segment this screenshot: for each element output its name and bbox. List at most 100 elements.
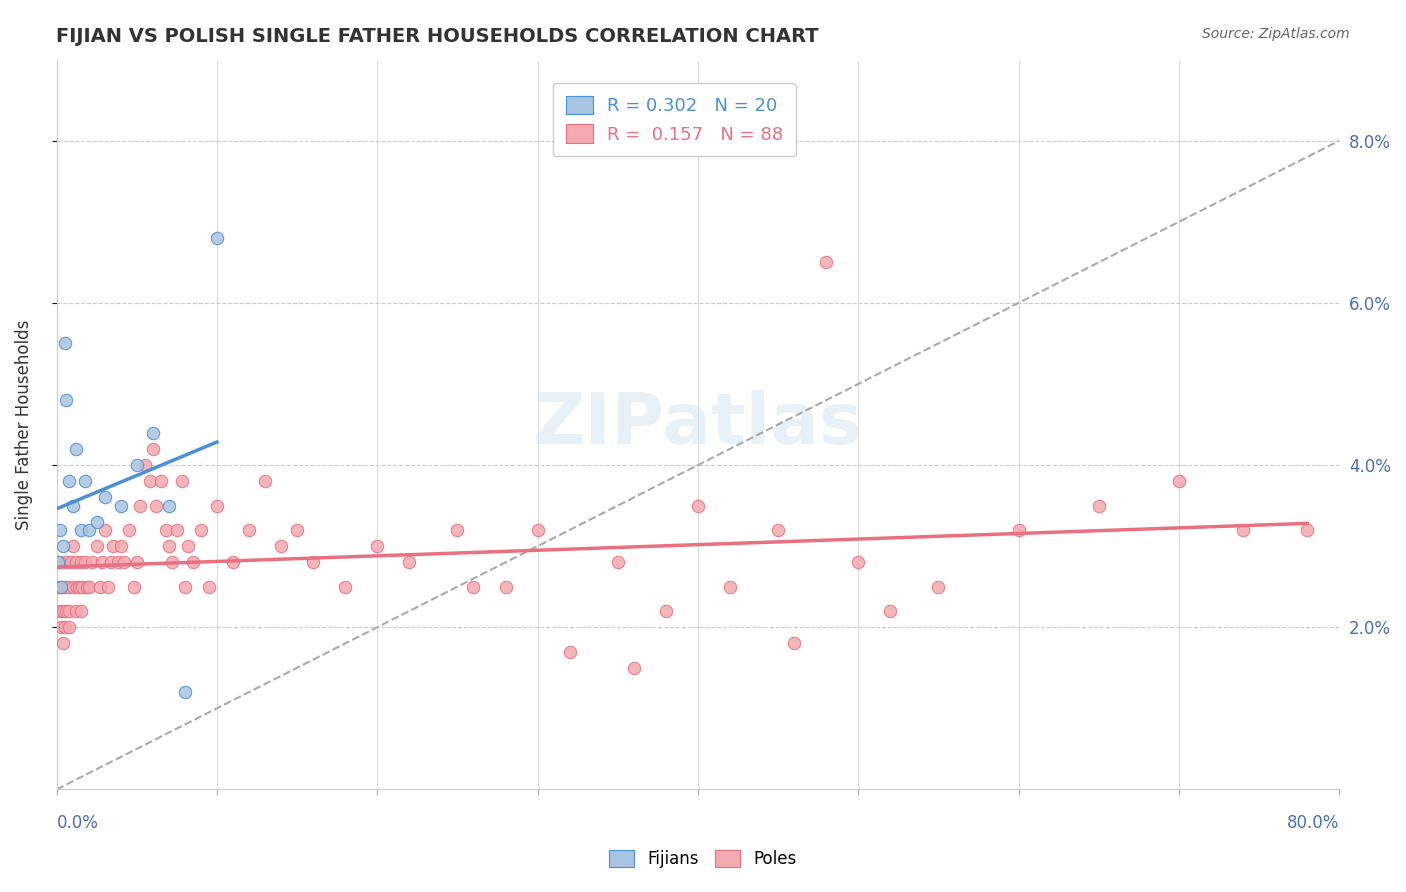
Point <box>1168 475 1191 489</box>
Point <box>60 555 83 569</box>
Point <box>80 555 103 569</box>
Point <box>526 523 548 537</box>
Point <box>77 580 100 594</box>
Point <box>65 442 87 456</box>
Point <box>66 580 89 594</box>
Point <box>89 580 111 594</box>
Point <box>65 555 87 569</box>
Point <box>142 425 165 440</box>
Point <box>335 580 357 594</box>
Point <box>173 685 195 699</box>
Point <box>62 580 84 594</box>
Point <box>766 523 789 537</box>
Point <box>52 636 75 650</box>
Point <box>270 539 292 553</box>
Point <box>173 580 195 594</box>
Point <box>155 523 177 537</box>
Point <box>93 491 115 505</box>
Point <box>198 580 221 594</box>
Point <box>157 499 180 513</box>
Point <box>100 555 122 569</box>
Point <box>606 555 628 569</box>
Point <box>86 539 108 553</box>
Point <box>366 539 388 553</box>
Point <box>686 499 709 513</box>
Point <box>145 499 167 513</box>
Point <box>846 555 869 569</box>
Point <box>58 620 80 634</box>
Point <box>142 442 165 456</box>
Point <box>51 580 73 594</box>
Point <box>302 555 325 569</box>
Point <box>53 580 76 594</box>
Point <box>160 555 183 569</box>
Point <box>495 580 517 594</box>
Point <box>101 539 124 553</box>
Point <box>56 580 79 594</box>
Point <box>69 604 91 618</box>
Point <box>112 555 135 569</box>
Point <box>75 475 97 489</box>
Point <box>138 475 160 489</box>
Point <box>49 555 72 569</box>
Point <box>463 580 485 594</box>
Point <box>97 580 120 594</box>
Point <box>51 620 73 634</box>
Point <box>75 555 97 569</box>
Point <box>52 604 75 618</box>
Point <box>205 231 228 245</box>
Point <box>181 555 204 569</box>
Point <box>65 604 87 618</box>
Point <box>69 523 91 537</box>
Point <box>558 644 581 658</box>
Point <box>86 515 108 529</box>
Point <box>446 523 468 537</box>
Point <box>52 539 75 553</box>
Point <box>1232 523 1254 537</box>
Point <box>58 475 80 489</box>
Point <box>55 555 77 569</box>
Point <box>49 604 72 618</box>
Point <box>51 580 73 594</box>
Point <box>170 475 193 489</box>
Point <box>285 523 308 537</box>
Y-axis label: Single Father Households: Single Father Households <box>15 319 32 530</box>
Point <box>655 604 678 618</box>
Point <box>55 393 77 408</box>
Point <box>398 555 420 569</box>
Point <box>238 523 260 537</box>
Point <box>125 555 148 569</box>
Point <box>107 555 129 569</box>
Point <box>55 604 77 618</box>
Point <box>134 458 156 472</box>
Point <box>718 580 741 594</box>
Point <box>122 580 145 594</box>
Text: 0.0%: 0.0% <box>56 814 98 832</box>
Point <box>129 499 152 513</box>
Text: Source: ZipAtlas.com: Source: ZipAtlas.com <box>1202 27 1350 41</box>
Point <box>254 475 277 489</box>
Point <box>927 580 949 594</box>
Point <box>623 661 645 675</box>
Point <box>222 555 245 569</box>
Point <box>1296 523 1319 537</box>
Point <box>879 604 901 618</box>
Point <box>157 539 180 553</box>
Point <box>46 555 69 569</box>
Point <box>125 458 148 472</box>
Legend: R = 0.302   N = 20, R =  0.157   N = 88: R = 0.302 N = 20, R = 0.157 N = 88 <box>553 83 796 156</box>
Point <box>46 580 69 594</box>
Point <box>53 620 76 634</box>
Point <box>53 336 76 351</box>
Point <box>783 636 806 650</box>
Point <box>190 523 212 537</box>
Point <box>110 499 132 513</box>
Point <box>67 580 90 594</box>
Point <box>62 539 84 553</box>
Text: 80.0%: 80.0% <box>1286 814 1340 832</box>
Point <box>69 555 91 569</box>
Point <box>90 555 112 569</box>
Point <box>72 580 94 594</box>
Point <box>177 539 200 553</box>
Point <box>62 499 84 513</box>
